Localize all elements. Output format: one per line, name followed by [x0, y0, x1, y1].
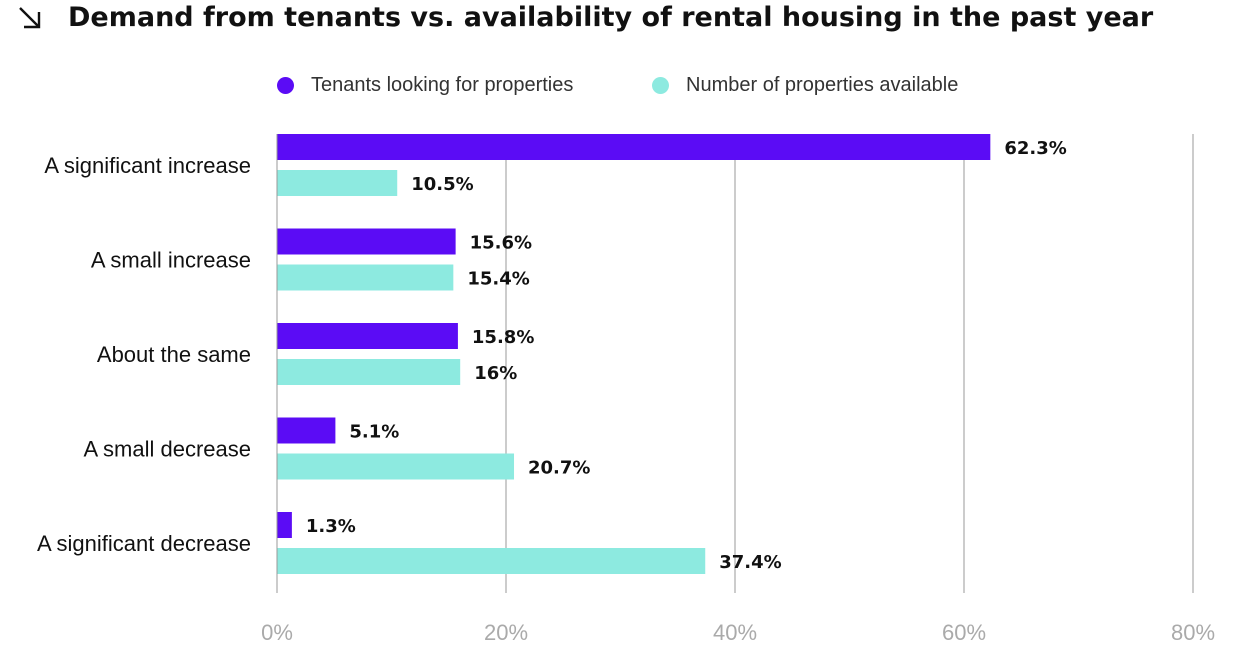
- bar-s0-c3: [277, 417, 336, 444]
- legend-swatch-tenants: [277, 77, 294, 94]
- chart-legend: Tenants looking for properties Number of…: [0, 74, 1240, 102]
- chart-title: Demand from tenants vs. availability of …: [68, 2, 1154, 33]
- x-tick-label-0: 0%: [261, 620, 293, 645]
- value-label-s1-c4: 37.4%: [719, 552, 781, 573]
- x-tick-label-2: 40%: [713, 620, 757, 645]
- legend-label-tenants: Tenants looking for properties: [311, 74, 574, 96]
- bar-s1-c0: [277, 170, 398, 196]
- category-label-2: About the same: [97, 342, 251, 367]
- bar-s0-c4: [277, 512, 292, 538]
- bar-s0-c2: [277, 323, 458, 349]
- bar-s1-c2: [277, 359, 461, 385]
- value-label-s0-c3: 5.1%: [349, 422, 399, 443]
- x-tick-label-1: 20%: [484, 620, 528, 645]
- legend-swatch-properties: [652, 77, 669, 94]
- bar-s1-c1: [277, 264, 454, 291]
- value-label-s0-c2: 15.8%: [472, 327, 534, 348]
- value-label-s0-c0: 62.3%: [1004, 138, 1066, 159]
- bar-s1-c3: [277, 453, 515, 480]
- category-label-1: A small increase: [91, 248, 251, 273]
- category-label-0: A significant increase: [44, 153, 251, 178]
- x-tick-label-4: 80%: [1171, 620, 1215, 645]
- x-tick-label-3: 60%: [942, 620, 986, 645]
- legend-item-properties: Number of properties available: [652, 74, 958, 97]
- legend-label-properties: Number of properties available: [686, 74, 959, 96]
- value-label-s0-c1: 15.6%: [470, 233, 532, 254]
- legend-item-tenants: Tenants looking for properties: [277, 74, 573, 97]
- value-label-s1-c0: 10.5%: [411, 174, 473, 195]
- value-label-s1-c3: 20.7%: [528, 458, 590, 479]
- value-label-s1-c2: 16%: [474, 363, 517, 384]
- bar-s0-c1: [277, 228, 456, 255]
- value-label-s1-c1: 15.4%: [467, 269, 529, 290]
- bar-s0-c0: [277, 134, 991, 160]
- arrow-down-right-icon: [19, 7, 41, 29]
- value-label-s0-c4: 1.3%: [306, 516, 356, 537]
- category-label-4: A significant decrease: [37, 531, 251, 556]
- bar-s1-c4: [277, 548, 706, 574]
- category-label-3: A small decrease: [83, 437, 251, 462]
